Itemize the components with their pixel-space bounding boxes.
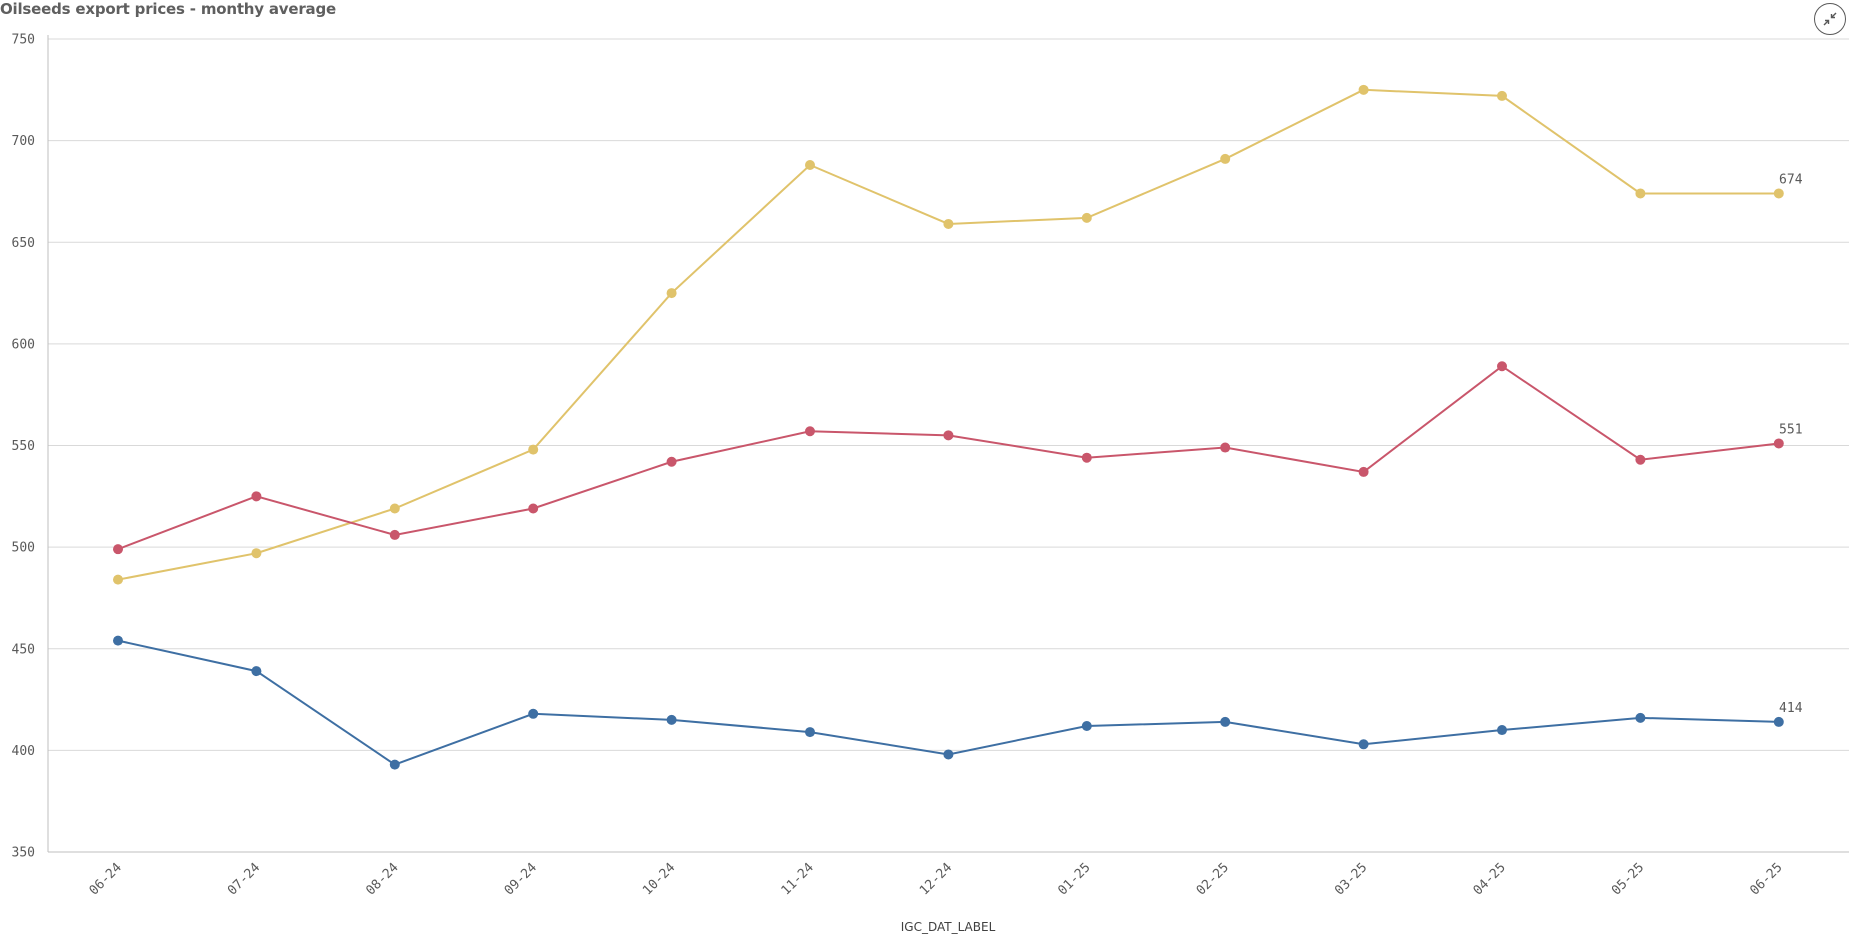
- y-tick-label: 500: [12, 541, 35, 556]
- data-point[interactable]: [1081, 720, 1092, 731]
- chart-series: 674 551 414: [113, 84, 1803, 770]
- data-point[interactable]: [666, 456, 677, 467]
- data-point[interactable]: [528, 444, 539, 455]
- data-point[interactable]: [251, 666, 262, 677]
- y-tick-label: 750: [12, 33, 35, 48]
- y-axis-ticks: 350 400 450 500 550 600 650 700 750: [12, 33, 35, 861]
- collapse-button[interactable]: [1814, 3, 1846, 35]
- x-axis-label: IGC_DAT_LABEL: [901, 920, 996, 934]
- y-tick-label: 550: [12, 439, 35, 454]
- x-tick-label: 09-24: [502, 860, 540, 898]
- data-point[interactable]: [805, 727, 815, 738]
- data-point[interactable]: [251, 548, 262, 559]
- series-line: [117, 365, 1779, 551]
- data-point[interactable]: [528, 503, 539, 514]
- data-point[interactable]: [1635, 454, 1646, 465]
- data-point[interactable]: [1773, 188, 1784, 199]
- x-tick-label: 05-25: [1609, 860, 1647, 898]
- x-tick-label: 12-24: [917, 860, 955, 898]
- data-point[interactable]: [113, 574, 123, 585]
- data-point[interactable]: [389, 529, 400, 540]
- y-tick-label: 400: [12, 744, 35, 759]
- data-point[interactable]: [943, 218, 954, 229]
- x-tick-label: 10-24: [640, 860, 678, 898]
- data-point[interactable]: [389, 759, 400, 770]
- x-tick-label: 07-24: [225, 860, 263, 898]
- x-axis-ticks: 06-24 07-24 08-24 09-24 10-24 11-24 12-24 01-25…: [87, 860, 1786, 898]
- data-point[interactable]: [943, 749, 954, 760]
- data-point[interactable]: [1497, 90, 1507, 101]
- data-point[interactable]: [389, 503, 400, 514]
- data-point[interactable]: [1358, 84, 1369, 95]
- series-line: [117, 639, 1779, 766]
- data-point[interactable]: [1773, 716, 1784, 727]
- data-point[interactable]: [805, 426, 815, 437]
- data-point[interactable]: [251, 491, 262, 502]
- x-tick-label: 04-25: [1471, 860, 1509, 898]
- series-2: 551: [113, 361, 1803, 555]
- data-point[interactable]: [113, 635, 123, 646]
- data-point[interactable]: [805, 160, 815, 171]
- x-tick-label: 01-25: [1055, 860, 1093, 898]
- data-point[interactable]: [1220, 153, 1231, 164]
- data-point[interactable]: [666, 288, 677, 299]
- x-tick-label: 02-25: [1194, 860, 1232, 898]
- data-point[interactable]: [1773, 438, 1784, 449]
- x-tick-label: 11-24: [779, 860, 817, 898]
- data-label: 414: [1779, 701, 1803, 716]
- x-tick-label: 06-24: [87, 860, 125, 898]
- y-tick-label: 600: [12, 337, 35, 352]
- data-point[interactable]: [1358, 739, 1369, 750]
- data-point[interactable]: [1497, 361, 1507, 372]
- y-tick-label: 700: [12, 134, 35, 149]
- data-point[interactable]: [943, 430, 954, 441]
- y-tick-label: 650: [12, 236, 35, 251]
- y-tick-label: 450: [12, 642, 35, 657]
- data-label: 551: [1779, 422, 1802, 437]
- series-1: 674: [113, 84, 1803, 585]
- data-point[interactable]: [113, 544, 123, 555]
- data-point[interactable]: [1081, 452, 1092, 463]
- x-tick-label: 03-25: [1332, 860, 1370, 898]
- series-3: 414: [113, 635, 1803, 770]
- x-tick-label: 08-24: [363, 860, 401, 898]
- series-line: [117, 88, 1779, 581]
- data-label: 674: [1779, 172, 1803, 187]
- data-point[interactable]: [1635, 188, 1646, 199]
- data-point[interactable]: [1081, 212, 1092, 223]
- data-point[interactable]: [1635, 712, 1646, 723]
- grid-lines: [47, 35, 1849, 853]
- y-tick-label: 350: [12, 846, 35, 861]
- page-title: Oilseeds export prices - monthy average: [0, 0, 336, 18]
- data-point[interactable]: [1220, 716, 1231, 727]
- data-point[interactable]: [666, 714, 677, 725]
- data-point[interactable]: [1220, 442, 1231, 453]
- collapse-icon: [1823, 12, 1837, 26]
- data-point[interactable]: [528, 708, 539, 719]
- x-tick-label: 06-25: [1747, 860, 1785, 898]
- data-point[interactable]: [1497, 725, 1507, 736]
- data-point[interactable]: [1358, 466, 1369, 477]
